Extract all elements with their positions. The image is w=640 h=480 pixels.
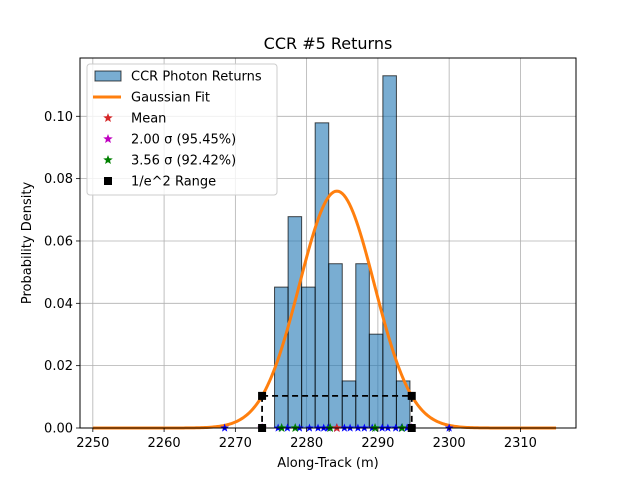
histogram-bar [274, 286, 289, 429]
legend-swatch-mean [103, 113, 113, 123]
x-tick-label: 2280 [290, 436, 323, 451]
legend-entry-sigma356: 3.56 σ (92.42%) [131, 154, 236, 169]
histogram-bar [355, 263, 370, 429]
y-tick-label: 0.06 [44, 234, 73, 249]
plot-frame [79, 57, 577, 429]
histogram-bar [382, 75, 397, 429]
legend-entry-sigma2: 2.00 σ (95.45%) [131, 133, 236, 148]
x-tick-label: 2270 [219, 436, 252, 451]
x-tick-label: 2300 [433, 436, 466, 451]
x-axis-title: Along-Track (m) [277, 456, 378, 471]
chart-title: CCR #5 Returns [264, 34, 393, 53]
range-lines [261, 394, 413, 428]
histogram-bar [328, 263, 343, 429]
x-tick-label: 2290 [361, 436, 394, 451]
range-top-marker [258, 391, 267, 400]
histogram-bar [341, 380, 357, 429]
x-tick-label: 2310 [504, 436, 537, 451]
legend-entry-mean: Mean [131, 112, 166, 127]
legend: CCR Photon Returns Gaussian Fit Mean 2.00 σ… [86, 63, 278, 196]
legend-swatch-sigma356 [103, 155, 113, 165]
y-tick-label: 0.08 [44, 172, 73, 187]
y-tick-label: 0.00 [44, 422, 73, 437]
range-top-marker [407, 391, 416, 400]
legend-entry-range: 1/e^2 Range [131, 175, 216, 190]
legend-entry-fit: Gaussian Fit [131, 91, 210, 106]
legend-swatch-sigma2 [103, 134, 113, 144]
legend-swatch-range [104, 177, 112, 185]
legend-box [86, 63, 278, 196]
y-tick-label: 0.04 [44, 297, 73, 312]
legend-entry-histogram: CCR Photon Returns [131, 70, 262, 85]
x-axis-ticks: 2250 2260 2270 2280 2290 2300 2310 [76, 428, 537, 451]
histogram-bar [301, 286, 316, 429]
x-tick-label: 2260 [148, 436, 181, 451]
histogram-bar [368, 333, 384, 429]
legend-swatch-histogram [94, 70, 122, 82]
x-tick-label: 2250 [76, 436, 109, 451]
histogram-bar [314, 122, 330, 429]
y-tick-label: 0.10 [44, 110, 73, 125]
histogram-bars [274, 75, 411, 429]
y-axis-title: Probability Density [20, 182, 35, 305]
y-axis-ticks: 0.00 0.02 0.04 0.06 0.08 0.10 [44, 110, 80, 437]
y-tick-label: 0.02 [44, 359, 73, 374]
